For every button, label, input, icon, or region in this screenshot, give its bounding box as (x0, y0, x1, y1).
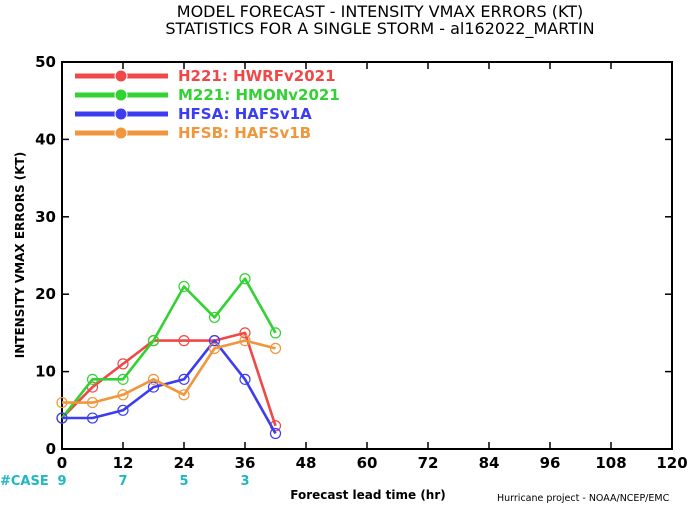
x-tick-label: 48 (296, 454, 317, 472)
data-point (208, 311, 221, 324)
series-4 (56, 335, 282, 409)
x-tick-label: 12 (113, 454, 134, 472)
legend-item: HFSB: HAFSv1B (75, 124, 311, 142)
case-count: 9 (57, 474, 66, 489)
legend-label: M221: HMONv2021 (178, 86, 340, 104)
y-axis-label: INTENSITY VMAX ERRORS (KT) (13, 152, 27, 358)
legend-marker (114, 69, 128, 83)
plot-frame (61, 61, 673, 450)
series-layer (56, 273, 282, 440)
data-point (56, 396, 68, 409)
legend-marker (114, 126, 128, 140)
data-point (117, 404, 129, 416)
x-tick-label: 108 (595, 454, 626, 472)
data-point (86, 373, 99, 385)
x-tick-label: 84 (479, 454, 500, 472)
data-point (239, 373, 251, 385)
series-3 (56, 335, 282, 440)
data-point (147, 335, 160, 347)
case-counts: 9 7 5 3 (57, 474, 249, 489)
chart-title: MODEL FORECAST - INTENSITY VMAX ERRORS (… (177, 2, 583, 21)
data-point (86, 412, 99, 424)
series-line (60, 277, 277, 419)
data-point (56, 412, 68, 424)
data-point (239, 335, 251, 347)
case-count: 7 (118, 474, 127, 489)
chart-subtitle: STATISTICS FOR A SINGLE STORM - al162022… (165, 19, 594, 39)
data-point (208, 335, 221, 347)
y-tick-label: 10 (35, 363, 56, 381)
data-point (269, 327, 282, 339)
case-count: 3 (240, 474, 249, 489)
data-point (86, 396, 99, 409)
data-point (147, 381, 160, 393)
legend-item: H221: HWRFv2021 (75, 67, 336, 85)
series-line (62, 339, 276, 404)
data-point (178, 389, 190, 401)
x-tick-label: 72 (418, 454, 439, 472)
data-point (117, 358, 129, 370)
legend-marker (114, 107, 128, 121)
y-tick-label: 30 (35, 208, 56, 226)
x-tick-label: 36 (235, 454, 256, 472)
data-point (147, 373, 160, 385)
x-tick-label: 120 (656, 454, 687, 472)
x-axis-label: Forecast lead time (hr) (290, 488, 446, 502)
data-point (178, 280, 190, 293)
data-point (269, 427, 282, 440)
y-axis: 0 10 20 30 40 50 (35, 53, 672, 458)
data-point (239, 327, 251, 339)
data-point (208, 342, 221, 354)
y-tick-label: 0 (46, 440, 56, 458)
x-tick-label: 60 (357, 454, 378, 472)
x-tick-label: 96 (540, 454, 561, 472)
case-label: #CASE (0, 474, 49, 489)
legend-label: HFSA: HAFSv1A (178, 105, 312, 123)
series-2 (56, 273, 282, 424)
data-point (178, 373, 190, 385)
data-point (117, 373, 129, 385)
data-point (239, 273, 251, 285)
y-tick-label: 50 (35, 53, 56, 71)
series-1 (56, 327, 282, 432)
data-point (117, 389, 129, 401)
data-point (178, 335, 190, 347)
legend-item: M221: HMONv2021 (75, 86, 340, 104)
credit-text: Hurricane project - NOAA/NCEP/EMC (497, 493, 670, 504)
case-count: 5 (179, 474, 188, 489)
legend-marker (114, 88, 128, 102)
x-axis: 0 12 24 36 48 60 72 84 96 108 120 (57, 62, 688, 472)
x-tick-label: 24 (174, 454, 195, 472)
data-point (269, 342, 282, 354)
legend-label: H221: HWRFv2021 (178, 67, 336, 85)
y-tick-label: 40 (35, 130, 56, 148)
legend-label: HFSB: HAFSv1B (178, 124, 311, 142)
legend-item: HFSA: HAFSv1A (75, 105, 312, 123)
x-tick-label: 0 (57, 454, 67, 472)
y-tick-label: 20 (35, 285, 56, 303)
